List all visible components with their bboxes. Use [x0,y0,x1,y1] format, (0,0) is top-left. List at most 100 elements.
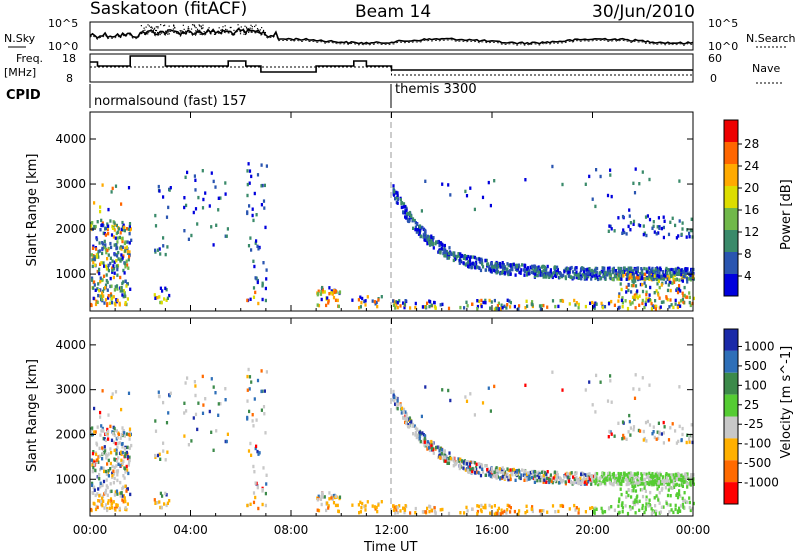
echo-cell [414,511,417,515]
echo-cell [255,213,258,217]
echo-cell [676,287,679,291]
echo-cell [337,509,340,514]
echo-cell [255,239,258,243]
echo-cell [254,481,257,485]
echo-cell [622,274,625,278]
echo-cell [107,429,110,434]
colorbar-tick-label: -1000 [744,476,779,490]
echo-cell [619,267,622,271]
echo-cell [617,504,620,508]
echo-cell [471,507,474,511]
echo-cell [325,303,328,308]
echo-cell [573,267,576,271]
echo-cell [214,185,217,189]
echo-cell [419,439,422,444]
noise-scatter-point [239,33,242,35]
echo-cell [511,472,514,477]
echo-cell [655,509,658,514]
echo-cell [617,499,621,504]
echo-cell [100,261,103,265]
echo-cell [672,481,675,485]
echo-cell [112,275,115,280]
echo-cell [423,510,426,514]
echo-cell [556,477,559,481]
echo-cell [641,282,644,287]
echo-cell [618,292,621,296]
echo-cell [430,241,434,245]
echo-cell [509,477,512,482]
echo-cell [641,376,644,380]
echo-cell [457,252,460,256]
noise-right-tick-top: 10^5 [708,17,738,30]
noise-scatter-point [227,31,230,33]
colorbar-swatch [724,164,738,186]
echo-cell [336,298,339,303]
echo-cell [425,442,428,446]
echo-cell [481,195,485,200]
echo-cell [584,275,587,279]
noise-scatter-point [264,31,266,34]
noise-scatter-point [211,30,213,32]
echo-cell [326,501,329,505]
echo-cell [371,504,374,508]
echo-cell [482,300,485,305]
echo-cell [645,472,648,476]
echo-cell [438,455,441,459]
echo-cell [649,490,652,495]
echo-cell [440,246,443,250]
echo-cell [338,495,342,499]
echo-cell [471,469,474,474]
echo-cell [261,297,264,302]
echo-cell [109,424,112,429]
echo-cell [334,503,338,508]
echo-cell [101,246,104,251]
echo-cell [126,468,129,472]
echo-cell [675,441,678,445]
echo-cell [422,227,425,231]
echo-cell [122,223,125,227]
echo-cell [536,273,539,278]
echo-cell [110,506,114,510]
echo-cell [621,301,624,305]
echo-cell [426,506,429,511]
echo-cell [316,303,319,307]
echo-cell [570,481,573,485]
echo-cell [153,498,156,502]
echo-cell [548,275,551,279]
echo-cell [633,295,636,299]
y-tick-label: 2000 [55,222,86,236]
echo-cell [395,401,398,406]
echo-cell [446,256,449,260]
echo-cell [403,508,406,512]
echo-cell [208,409,211,414]
echo-cell [685,440,688,445]
echo-cell [114,448,118,452]
echo-cell [682,499,685,503]
echo-cell [265,164,268,168]
echo-cell [584,510,587,514]
echo-cell [536,268,539,272]
echo-cell [321,493,324,497]
colorbar-tick-label: 4 [744,269,752,283]
echo-cell [116,254,119,258]
echo-cell [568,302,571,306]
echo-cell [360,506,363,510]
echo-cell [639,488,642,492]
colorbar-swatch [724,186,738,208]
echo-cell [119,464,122,468]
echo-cell [327,299,330,303]
echo-cell [90,458,93,462]
noise-scatter-point [245,26,248,28]
echo-cell [665,266,668,271]
echo-cell [120,452,123,456]
echo-cell [359,500,362,504]
echo-cell [656,430,659,434]
echo-cell [628,214,631,218]
echo-cell [573,477,576,482]
echo-cell [265,370,268,374]
echo-cell [449,456,452,461]
echo-cell [336,503,339,508]
echo-cell [253,470,256,474]
echo-cell [601,305,604,310]
